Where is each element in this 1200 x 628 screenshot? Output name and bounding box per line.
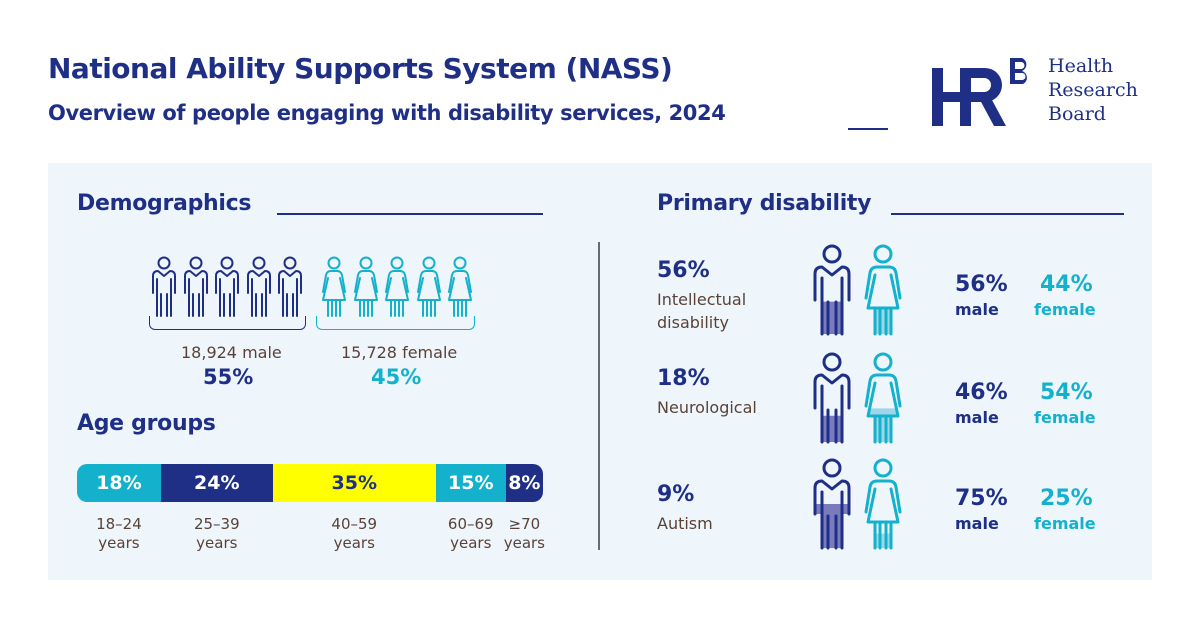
female-share: 54% <box>1040 380 1093 405</box>
age-label: 40–59 years <box>319 515 389 553</box>
age-label-range: 40–59 <box>331 515 378 533</box>
male-share: 46% <box>955 380 1008 405</box>
male-person-icon <box>213 256 241 322</box>
female-person-icon <box>351 256 381 322</box>
disability-name: Autism <box>657 512 713 535</box>
age-label: 25–39 years <box>182 515 252 553</box>
age-label-unit: years <box>98 534 140 552</box>
female-figure-icon <box>861 458 905 554</box>
age-segment: 18% <box>77 464 161 502</box>
female-figure-icon <box>861 244 905 340</box>
male-person-icon <box>276 256 304 322</box>
hrb-logo: Health Research Board <box>930 54 1160 134</box>
age-label-unit: years <box>333 534 375 552</box>
disability-percentage: 18% <box>657 366 710 391</box>
female-label: female <box>1034 408 1096 427</box>
female-count: 15,728 female <box>341 343 458 362</box>
disability-name: Neurological <box>657 396 757 419</box>
female-person-icon <box>445 256 475 322</box>
disability-name-line: Intellectual <box>657 290 747 309</box>
male-label: male <box>955 408 999 427</box>
male-figure-icon <box>810 458 854 554</box>
male-label: male <box>955 514 999 533</box>
content-panel <box>48 163 1152 580</box>
disability-name-line: disability <box>657 313 729 332</box>
male-figure-icon <box>810 352 854 448</box>
age-label-range: ≥70 <box>508 515 541 533</box>
female-figure-icon <box>861 352 905 448</box>
age-label-unit: years <box>503 534 545 552</box>
section-divider <box>598 242 600 550</box>
age-segment: 15% <box>435 464 506 502</box>
demographics-rule <box>277 213 543 215</box>
male-label: male <box>955 300 999 319</box>
female-label: female <box>1034 514 1096 533</box>
age-segment: 24% <box>160 464 273 502</box>
male-person-icon <box>150 256 178 322</box>
page-subtitle: Overview of people engaging with disabil… <box>48 101 726 125</box>
age-label-unit: years <box>450 534 492 552</box>
disability-name-line: Autism <box>657 514 713 533</box>
demographics-heading: Demographics <box>77 191 252 216</box>
female-share: 25% <box>1040 486 1093 511</box>
male-bracket <box>149 316 306 330</box>
female-percentage: 45% <box>371 365 422 389</box>
female-bracket <box>316 316 475 330</box>
disability-name-line: Neurological <box>657 398 757 417</box>
age-segment: 35% <box>272 464 436 502</box>
primary-disability-rule <box>891 213 1124 215</box>
female-label: female <box>1034 300 1096 319</box>
male-share: 75% <box>955 486 1008 511</box>
hrb-logo-mark-icon <box>932 58 1027 126</box>
female-person-icon <box>382 256 412 322</box>
logo-line-2: Research <box>1048 79 1138 101</box>
age-label-range: 25–39 <box>193 515 240 533</box>
female-person-icon <box>414 256 444 322</box>
female-share: 44% <box>1040 272 1093 297</box>
subtitle-rule <box>848 128 888 130</box>
age-label: 18–24 years <box>84 515 154 553</box>
male-person-icon <box>245 256 273 322</box>
disability-name: Intellectual disability <box>657 288 746 334</box>
male-share: 56% <box>955 272 1008 297</box>
male-person-icon <box>182 256 210 322</box>
male-percentage: 55% <box>203 365 254 389</box>
age-segment: 8% <box>505 464 543 502</box>
disability-percentage: 9% <box>657 482 695 507</box>
primary-disability-heading: Primary disability <box>657 191 872 216</box>
male-figure-icon <box>810 244 854 340</box>
age-label-unit: years <box>196 534 238 552</box>
age-label-range: 18–24 <box>96 515 142 533</box>
logo-text: Health Research Board <box>1048 54 1138 126</box>
age-label: ≥70 years <box>489 515 559 553</box>
logo-line-1: Health <box>1048 55 1114 77</box>
age-groups-heading: Age groups <box>77 411 216 436</box>
logo-line-3: Board <box>1048 103 1106 125</box>
age-group-bar: 18% 24% 35% 15% 8% <box>77 464 543 502</box>
female-person-icon <box>319 256 349 322</box>
age-label-range: 60–69 <box>447 515 494 533</box>
page-title: National Ability Supports System (NASS) <box>48 52 673 85</box>
disability-percentage: 56% <box>657 258 710 283</box>
age-label: 60–69 years <box>436 515 506 553</box>
male-count: 18,924 male <box>181 343 282 362</box>
